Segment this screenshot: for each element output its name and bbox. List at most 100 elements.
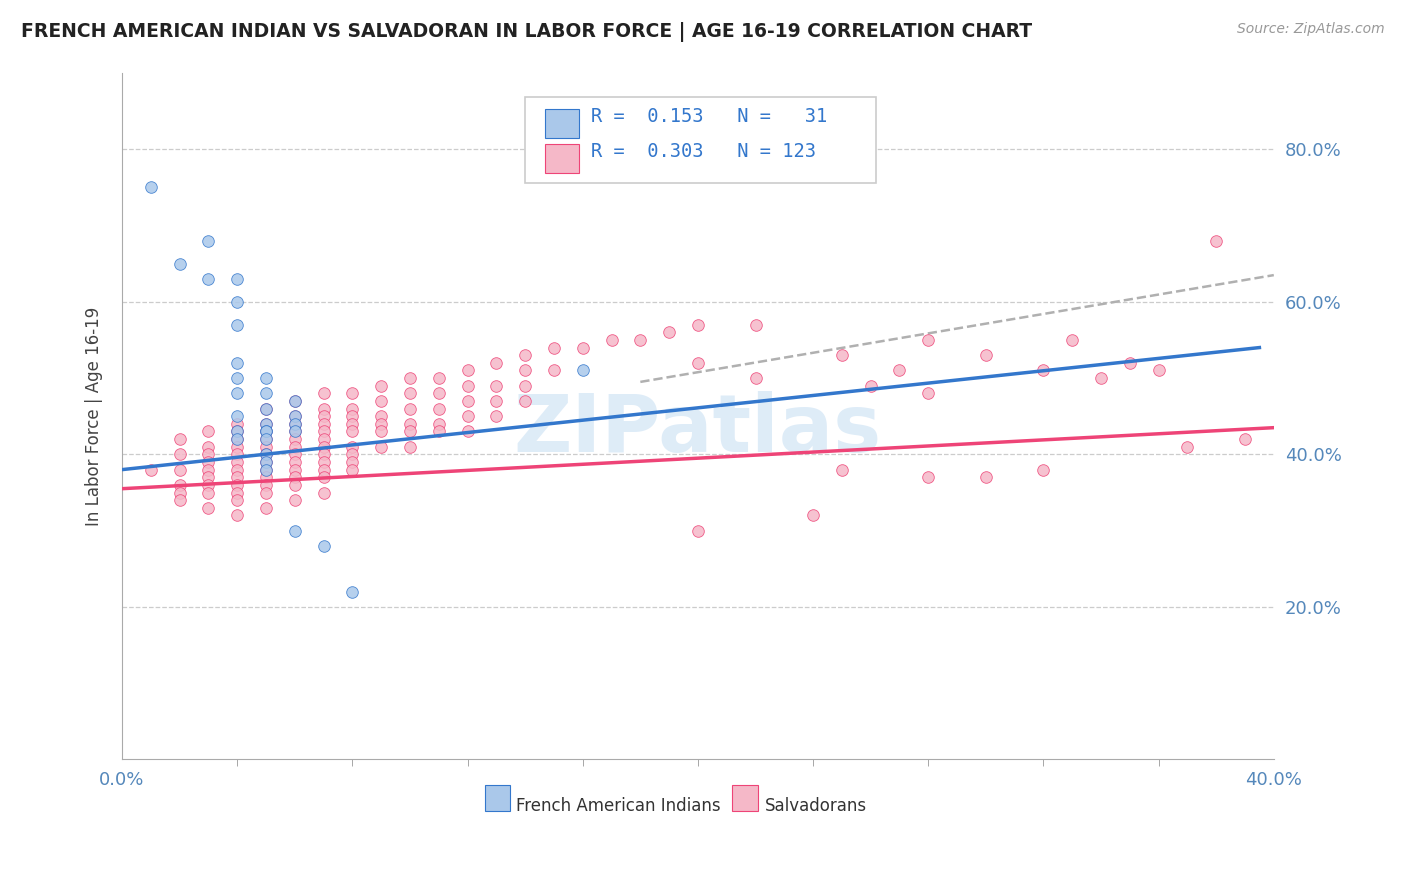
- Point: [254, 447, 277, 461]
- Point: [342, 401, 364, 416]
- Point: [254, 386, 277, 401]
- Point: [427, 417, 450, 431]
- Point: [254, 440, 277, 454]
- Point: [600, 333, 623, 347]
- Point: [831, 462, 853, 476]
- Point: [457, 363, 479, 377]
- Point: [889, 363, 911, 377]
- Point: [686, 318, 709, 332]
- FancyBboxPatch shape: [733, 785, 758, 811]
- FancyBboxPatch shape: [544, 110, 579, 138]
- Point: [399, 371, 422, 385]
- Point: [312, 386, 335, 401]
- Point: [169, 485, 191, 500]
- Point: [284, 409, 307, 424]
- Point: [342, 455, 364, 469]
- Point: [284, 432, 307, 446]
- Point: [197, 425, 219, 439]
- Point: [284, 455, 307, 469]
- Point: [284, 478, 307, 492]
- Point: [485, 409, 508, 424]
- Point: [312, 447, 335, 461]
- Point: [197, 500, 219, 515]
- Point: [197, 462, 219, 476]
- Point: [1233, 432, 1256, 446]
- Point: [686, 524, 709, 538]
- Point: [254, 401, 277, 416]
- Point: [312, 432, 335, 446]
- Point: [342, 409, 364, 424]
- Point: [312, 425, 335, 439]
- Point: [485, 394, 508, 409]
- Point: [399, 425, 422, 439]
- Point: [197, 234, 219, 248]
- Point: [312, 417, 335, 431]
- Point: [370, 409, 392, 424]
- Point: [342, 462, 364, 476]
- Text: ZIPatlas: ZIPatlas: [513, 391, 882, 469]
- Point: [312, 401, 335, 416]
- Point: [169, 478, 191, 492]
- Point: [571, 363, 593, 377]
- Point: [226, 462, 249, 476]
- Point: [226, 432, 249, 446]
- Point: [370, 417, 392, 431]
- Point: [457, 378, 479, 392]
- Point: [543, 341, 565, 355]
- Point: [254, 425, 277, 439]
- Point: [427, 401, 450, 416]
- Point: [226, 493, 249, 508]
- Point: [1032, 462, 1054, 476]
- Point: [226, 356, 249, 370]
- Point: [284, 425, 307, 439]
- Point: [254, 432, 277, 446]
- Point: [226, 432, 249, 446]
- Text: Source: ZipAtlas.com: Source: ZipAtlas.com: [1237, 22, 1385, 37]
- Point: [342, 425, 364, 439]
- Point: [312, 539, 335, 553]
- Point: [284, 493, 307, 508]
- Point: [515, 363, 537, 377]
- Point: [485, 356, 508, 370]
- Point: [284, 417, 307, 431]
- Point: [515, 378, 537, 392]
- FancyBboxPatch shape: [544, 144, 579, 172]
- Point: [312, 440, 335, 454]
- Point: [859, 378, 882, 392]
- Point: [312, 409, 335, 424]
- Point: [197, 485, 219, 500]
- Point: [284, 409, 307, 424]
- Point: [312, 485, 335, 500]
- Point: [226, 272, 249, 286]
- Point: [284, 394, 307, 409]
- Point: [284, 524, 307, 538]
- Point: [226, 371, 249, 385]
- Point: [917, 386, 939, 401]
- Point: [744, 318, 766, 332]
- Text: French American Indians: French American Indians: [516, 797, 720, 814]
- Point: [1090, 371, 1112, 385]
- Point: [169, 257, 191, 271]
- Point: [197, 447, 219, 461]
- Point: [197, 440, 219, 454]
- Point: [226, 478, 249, 492]
- Point: [197, 272, 219, 286]
- Point: [686, 356, 709, 370]
- Point: [284, 440, 307, 454]
- Point: [342, 386, 364, 401]
- Point: [917, 470, 939, 484]
- Point: [226, 485, 249, 500]
- Point: [370, 394, 392, 409]
- Point: [457, 394, 479, 409]
- Point: [254, 417, 277, 431]
- Point: [427, 371, 450, 385]
- Point: [370, 440, 392, 454]
- Point: [284, 417, 307, 431]
- Point: [1062, 333, 1084, 347]
- Point: [139, 462, 162, 476]
- Point: [226, 294, 249, 309]
- Point: [254, 401, 277, 416]
- Point: [226, 508, 249, 523]
- Point: [312, 462, 335, 476]
- Point: [254, 455, 277, 469]
